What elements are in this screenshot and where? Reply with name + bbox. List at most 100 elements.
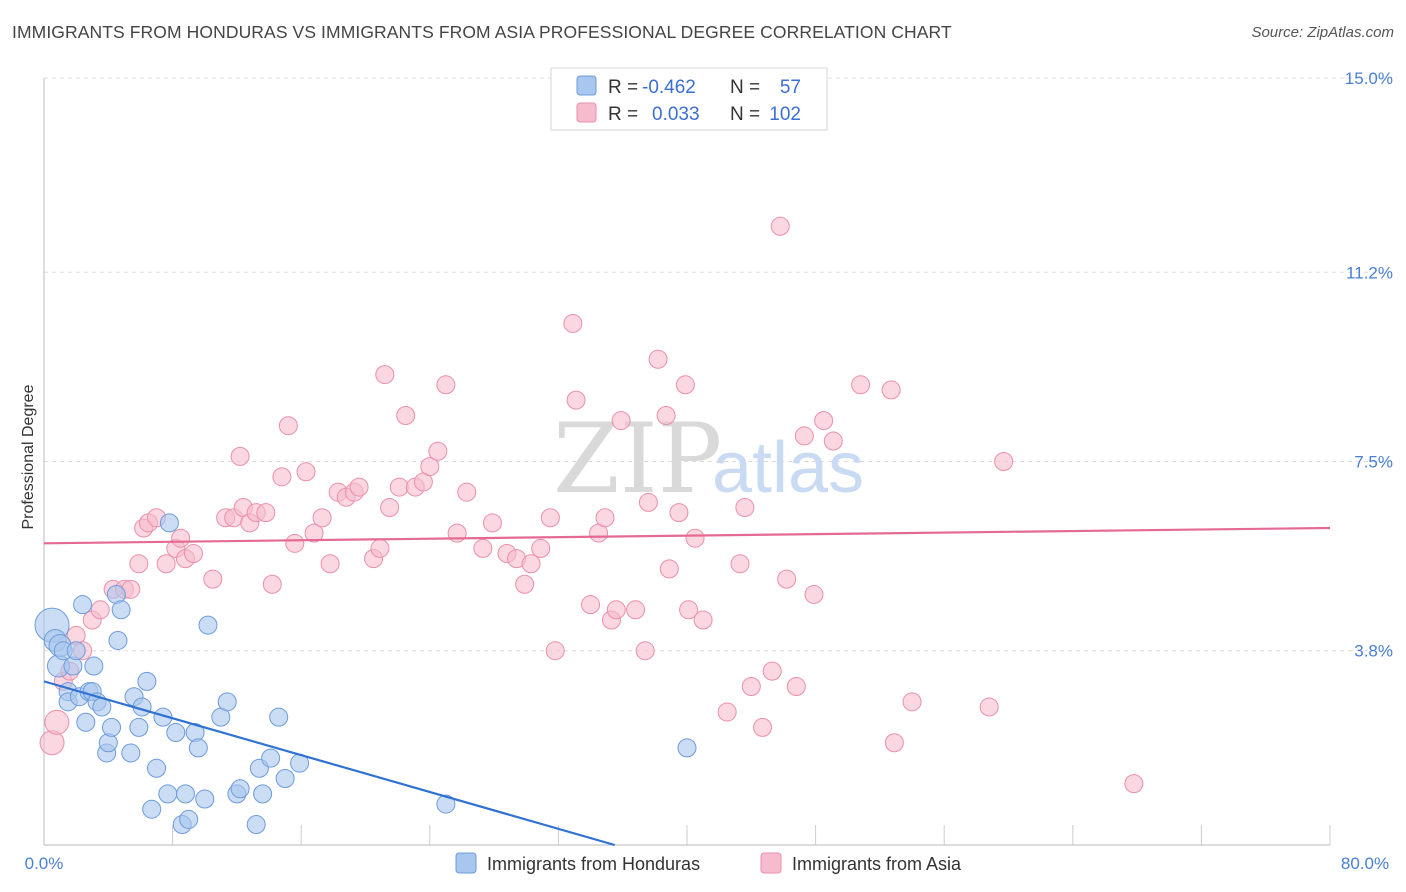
honduras-point [159, 513, 179, 533]
honduras-point [261, 748, 281, 768]
x-tick-label-min: 0.0% [25, 854, 64, 873]
honduras-point [166, 723, 186, 743]
asia-point [156, 554, 176, 574]
asia-point [230, 446, 250, 466]
honduras-point [677, 738, 697, 758]
honduras-point [129, 717, 149, 737]
asia-point [656, 405, 676, 425]
asia-point [717, 702, 737, 722]
asia-point [814, 411, 834, 431]
asia-point [881, 380, 901, 400]
x-tick-label-max: 80.0% [1341, 854, 1389, 873]
bottom-legend-swatch-honduras [455, 852, 477, 874]
honduras-point [195, 789, 215, 809]
axes [43, 78, 1330, 846]
asia-point [979, 697, 999, 717]
honduras-point [76, 712, 96, 732]
asia-point [545, 641, 565, 661]
legend-n-value-1: 57 [780, 77, 801, 98]
y-tick-labels: 3.8% 7.5% 11.2% 15.0% [1345, 69, 1393, 661]
honduras-point [137, 671, 157, 691]
asia-point [304, 523, 324, 543]
honduras-point [73, 595, 93, 615]
legend-r-value-2: 0.033 [652, 104, 700, 125]
chart-title: IMMIGRANTS FROM HONDURAS VS IMMIGRANTS F… [12, 22, 952, 42]
honduras-point [84, 656, 104, 676]
asia-point [521, 554, 541, 574]
asia-point [693, 610, 713, 630]
asia-point [884, 733, 904, 753]
asia-point [902, 692, 922, 712]
asia-point [777, 569, 797, 589]
asia-point [90, 600, 110, 620]
y-tick-label: 7.5% [1354, 453, 1393, 472]
stats-legend: R = -0.462 N = 57 R = 0.033 N = 102 [550, 67, 828, 131]
asia-point [296, 462, 316, 482]
asia-point [457, 482, 477, 502]
asia-point [595, 508, 615, 528]
asia-point [669, 503, 689, 523]
asia-point [823, 431, 843, 451]
honduras-point [121, 743, 141, 763]
honduras-point [188, 738, 208, 758]
asia-point [171, 528, 191, 548]
asia-point [44, 709, 70, 735]
honduras-point [217, 692, 237, 712]
asia-point [375, 365, 395, 385]
legend-r-label-2: R = [608, 104, 638, 125]
asia-point [648, 349, 668, 369]
honduras-points [34, 513, 697, 835]
bottom-legend-label-honduras: Immigrants from Honduras [487, 854, 700, 874]
y-tick-label: 15.0% [1345, 69, 1393, 88]
series-legend: Immigrants from Honduras Immigrants from… [455, 852, 962, 874]
asia-point [380, 498, 400, 518]
asia-point [349, 477, 369, 497]
asia-point [741, 676, 761, 696]
asia-point [320, 554, 340, 574]
honduras-point [269, 707, 289, 727]
honduras-point [246, 815, 266, 835]
asia-point [606, 600, 626, 620]
legend-r-label-1: R = [608, 77, 638, 98]
asia-point [389, 477, 409, 497]
asia-point [39, 730, 65, 756]
y-tick-label: 11.2% [1346, 263, 1393, 282]
asia-point [278, 416, 298, 436]
y-axis-label: Professional Degree [20, 384, 37, 529]
asia-point [285, 533, 305, 553]
asia-point [638, 492, 658, 512]
asia-point [735, 498, 755, 518]
bottom-legend-swatch-asia [760, 852, 782, 874]
asia-point [563, 313, 583, 333]
honduras-point [275, 769, 295, 789]
asia-point [851, 375, 871, 395]
asia-point [762, 661, 782, 681]
honduras-point [158, 784, 178, 804]
asia-point [626, 600, 646, 620]
asia-point [679, 600, 699, 620]
honduras-point [179, 809, 199, 829]
asia-point [370, 538, 390, 558]
legend-r-value-1: -0.462 [642, 77, 696, 98]
asia-point [420, 457, 440, 477]
asia-point [730, 554, 750, 574]
y-tick-label: 3.8% [1354, 642, 1393, 661]
bottom-legend-label-asia: Immigrants from Asia [792, 854, 962, 874]
honduras-point [63, 656, 83, 676]
asia-point [428, 441, 448, 461]
honduras-point [102, 717, 122, 737]
honduras-point [111, 600, 131, 620]
asia-point [312, 508, 332, 528]
asia-point [581, 595, 601, 615]
honduras-point [142, 799, 162, 819]
asia-point [473, 538, 493, 558]
asia-point [770, 216, 790, 236]
asia-point [436, 375, 456, 395]
asia-point [753, 717, 773, 737]
asia-point [262, 574, 282, 594]
asia-point [183, 544, 203, 564]
honduras-point [98, 733, 118, 753]
asia-point [566, 390, 586, 410]
trend-lines [43, 526, 1331, 847]
asia-point [531, 538, 551, 558]
